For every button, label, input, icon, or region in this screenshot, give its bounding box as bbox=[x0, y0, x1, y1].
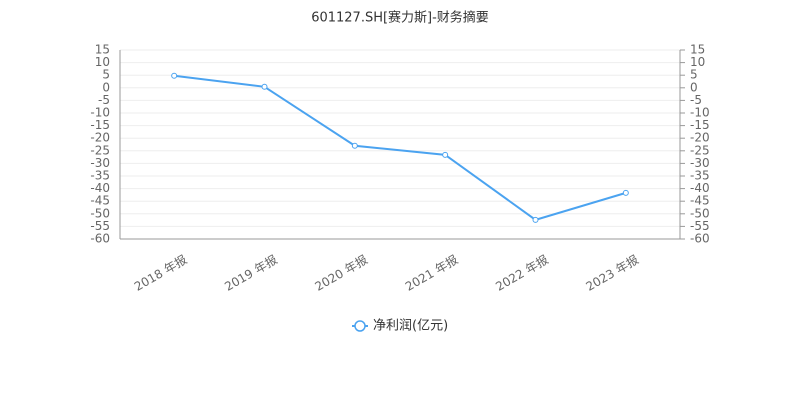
y-tick-label: 10 bbox=[95, 55, 110, 69]
y-tick-label: -60 bbox=[90, 232, 110, 246]
y2-tick-label: 15 bbox=[690, 43, 705, 57]
y-tick-label: -35 bbox=[90, 169, 110, 183]
y2-tick-label: -55 bbox=[690, 219, 710, 233]
y2-tick-label: -30 bbox=[690, 156, 710, 170]
y-tick-label: -30 bbox=[90, 156, 110, 170]
chart-title: 601127.SH[赛力斯]-财务摘要 bbox=[311, 10, 489, 26]
y2-tick-label: -20 bbox=[690, 131, 710, 145]
y-tick-label: -40 bbox=[90, 181, 110, 195]
legend-marker bbox=[354, 320, 366, 332]
line bbox=[174, 74, 627, 221]
y2-tick-label: -40 bbox=[690, 181, 710, 195]
y-tick-label: -45 bbox=[90, 194, 110, 208]
y-tick-label: -5 bbox=[98, 93, 110, 107]
x-tick-label: 2019 年报 bbox=[222, 252, 280, 294]
y2-tick-label: -35 bbox=[690, 169, 710, 183]
x-tick-label: 2021 年报 bbox=[402, 252, 460, 294]
y2-tick-label: 5 bbox=[690, 68, 698, 82]
x-tick-label: 2018 年报 bbox=[131, 252, 189, 294]
y2-tick-label: -10 bbox=[690, 106, 710, 120]
y-tick-label: -15 bbox=[90, 118, 110, 132]
y-tick-label: 5 bbox=[102, 68, 110, 82]
y2-tick-label: 0 bbox=[690, 80, 698, 94]
y2-tick-label: -5 bbox=[690, 93, 702, 107]
point bbox=[622, 189, 629, 196]
x-tick-label: 2022 年报 bbox=[493, 252, 551, 294]
x-tick-label: 2020 年报 bbox=[312, 252, 370, 294]
x-tick-label: 2023 年报 bbox=[583, 252, 641, 294]
y2-tick-label: -50 bbox=[690, 206, 710, 220]
y-tick-label: -10 bbox=[90, 106, 110, 120]
y2-tick-label: -25 bbox=[690, 143, 710, 157]
y-tick-label: -25 bbox=[90, 143, 110, 157]
legend-label: 净利润(亿元) bbox=[373, 319, 448, 334]
point bbox=[351, 142, 358, 149]
point bbox=[261, 83, 268, 90]
y-tick-label: -20 bbox=[90, 131, 110, 145]
point bbox=[171, 72, 178, 79]
y2-tick-label: -60 bbox=[690, 232, 710, 246]
point bbox=[532, 216, 539, 223]
y-tick-label: 0 bbox=[102, 80, 110, 94]
y2-tick-label: -15 bbox=[690, 118, 710, 132]
y-tick-label: -55 bbox=[90, 219, 110, 233]
y-tick-label: -50 bbox=[90, 206, 110, 220]
point bbox=[442, 151, 449, 158]
y-tick-label: 15 bbox=[95, 43, 110, 57]
y2-tick-label: -45 bbox=[690, 194, 710, 208]
y2-tick-label: 10 bbox=[690, 55, 705, 69]
